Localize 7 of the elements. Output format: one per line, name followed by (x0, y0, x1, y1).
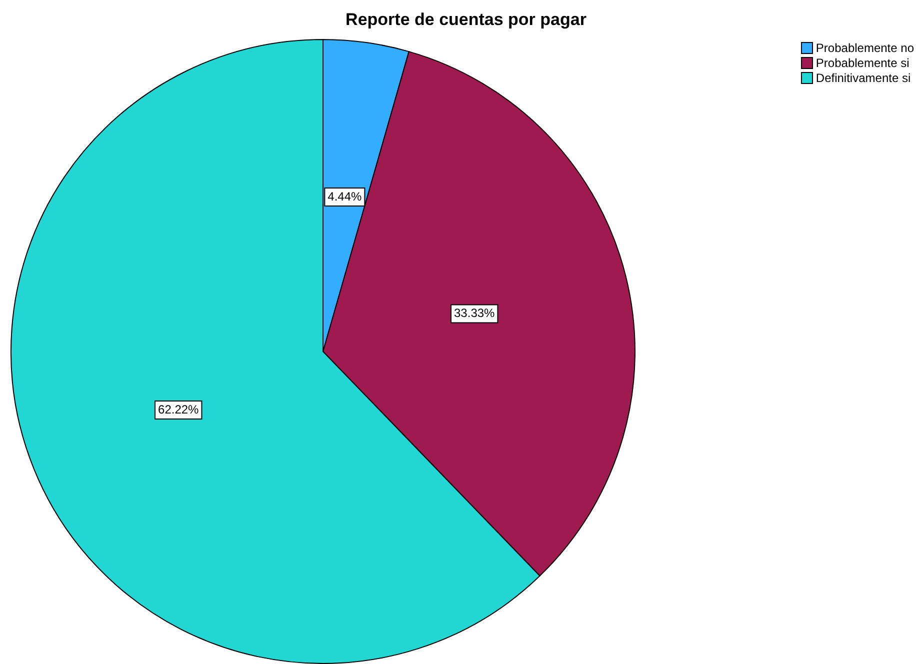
legend-label: Probablemente no (816, 40, 914, 54)
chart-title: Reporte de cuentas por pagar (344, 10, 588, 30)
data-label: 4.44% (328, 189, 362, 204)
data-label: 62.22% (158, 402, 200, 416)
data-label: 33.33% (454, 306, 496, 320)
legend-label: Definitivamente si (816, 70, 911, 84)
legend-label: Probablemente si (816, 56, 910, 70)
